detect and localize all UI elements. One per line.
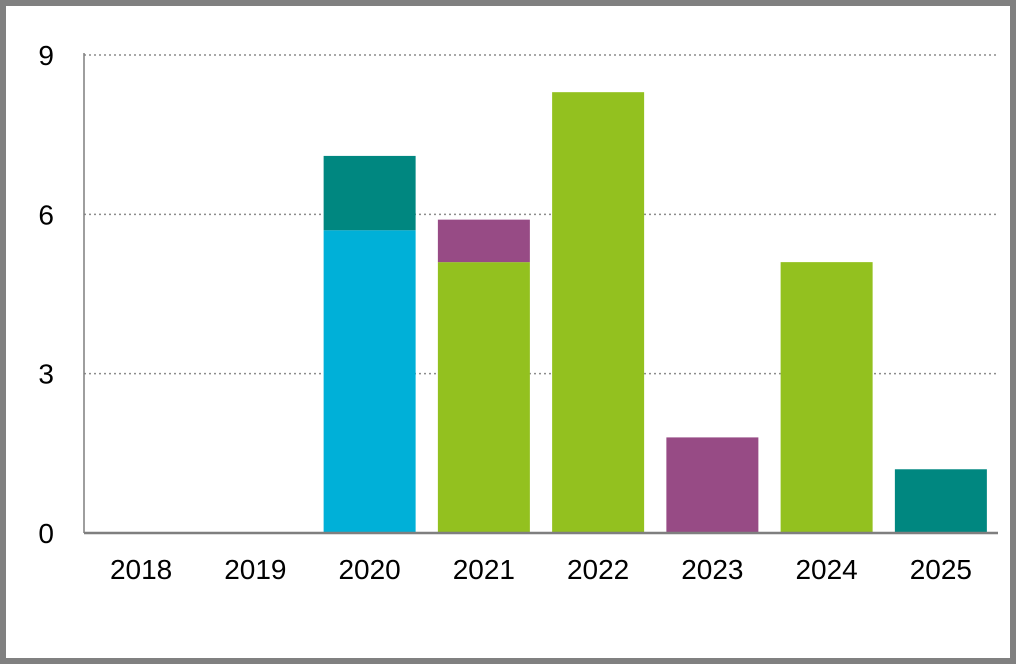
y-tick-label-6: 6 bbox=[38, 199, 54, 230]
bar-2020-series-3 bbox=[323, 155, 416, 231]
bar-2024-series-2 bbox=[780, 262, 873, 533]
axes bbox=[83, 53, 998, 535]
bar-2021-series-4 bbox=[437, 219, 530, 263]
x-tick-label-2022: 2022 bbox=[567, 554, 629, 585]
bar-2020-series-1 bbox=[323, 230, 416, 533]
x-tick-label-2019: 2019 bbox=[224, 554, 286, 585]
x-tick-label-2025: 2025 bbox=[910, 554, 972, 585]
bars bbox=[323, 92, 987, 533]
bar-2021-series-2 bbox=[437, 262, 530, 533]
y-tick-label-9: 9 bbox=[38, 40, 54, 71]
x-tick-label-2021: 2021 bbox=[453, 554, 515, 585]
y-tick-label-0: 0 bbox=[38, 518, 54, 549]
bar-2023-series-4 bbox=[666, 437, 759, 533]
y-tick-label-3: 3 bbox=[38, 359, 54, 390]
x-tick-label-2024: 2024 bbox=[795, 554, 857, 585]
x-tick-label-2020: 2020 bbox=[338, 554, 400, 585]
bar-chart: 0 3 6 9 2018 2019 2020 2021 2022 2023 2024 2025 bbox=[38, 40, 998, 585]
bar-2025-series-3 bbox=[894, 469, 987, 533]
tick-labels: 0 3 6 9 2018 2019 2020 2021 2022 2023 2024 2025 bbox=[38, 40, 972, 585]
x-tick-label-2018: 2018 bbox=[110, 554, 172, 585]
bar-2022-series-2 bbox=[552, 92, 645, 533]
x-tick-label-2023: 2023 bbox=[681, 554, 743, 585]
